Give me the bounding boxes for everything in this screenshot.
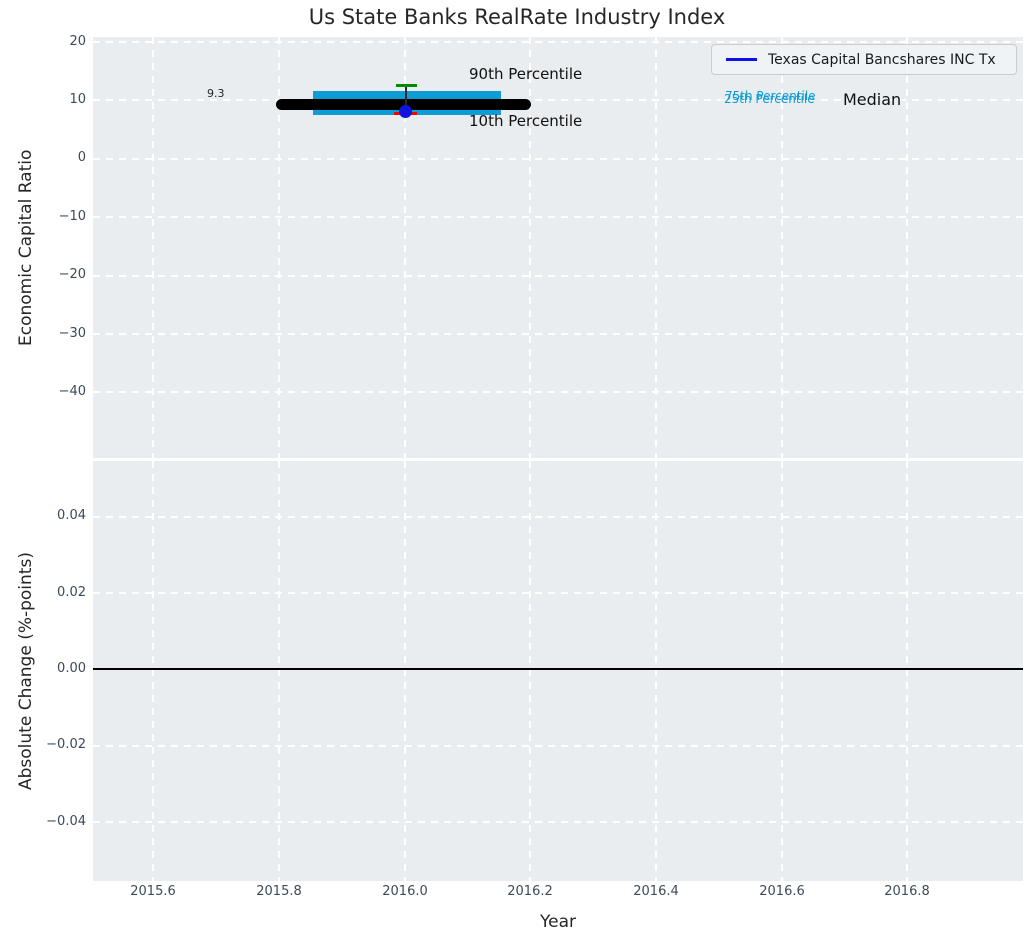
company-point-marker xyxy=(399,105,412,118)
annotation-75th-percentile: 75th Percentile xyxy=(725,89,816,103)
x-tick-label: 2016.4 xyxy=(633,884,679,899)
x-tick-label: 2016.0 xyxy=(382,884,428,899)
whisker-line xyxy=(405,85,407,112)
gridline-vertical xyxy=(906,461,908,881)
annotation-median: Median xyxy=(843,90,902,109)
gridline-horizontal xyxy=(93,592,1023,594)
y-tick-label: −30 xyxy=(58,326,86,341)
gridline-horizontal xyxy=(93,745,1023,747)
zero-reference-line xyxy=(93,668,1023,670)
x-axis-label: Year xyxy=(540,912,576,932)
legend-label: Texas Capital Bancshares INC Tx xyxy=(768,51,996,68)
y-tick-label: 0.04 xyxy=(57,508,86,523)
x-tick-label: 2015.6 xyxy=(130,884,176,899)
annotation-10th-percentile: 10th Percentile xyxy=(469,112,583,130)
gridline-vertical xyxy=(529,37,531,458)
y-tick-label: 20 xyxy=(69,34,86,49)
gridline-horizontal xyxy=(93,391,1023,393)
chart-title: Us State Banks RealRate Industry Index xyxy=(308,5,726,29)
y-tick-label: −20 xyxy=(58,267,86,282)
annotation-90th-percentile: 90th Percentile xyxy=(469,65,583,83)
gridline-vertical xyxy=(529,461,531,881)
legend: Texas Capital Bancshares INC Tx xyxy=(711,44,1017,75)
top-axes: 9.3 90th Percentile 10th Percentile 75th… xyxy=(93,37,1023,458)
y-axis-label-bottom: Absolute Change (%-points) xyxy=(16,552,36,790)
y-tick-label: 0.00 xyxy=(57,661,86,676)
gridline-vertical xyxy=(404,461,406,881)
y-tick-label: 10 xyxy=(69,92,86,107)
bottom-axes xyxy=(93,461,1023,881)
annotation-25th-percentile: 25th Percentile xyxy=(724,92,815,106)
gridline-vertical xyxy=(152,461,154,881)
median-value-label: 9.3 xyxy=(207,87,225,100)
legend-line-sample xyxy=(726,58,757,61)
y-tick-label: −0.04 xyxy=(46,814,86,829)
gridline-vertical xyxy=(278,461,280,881)
gridline-horizontal xyxy=(93,275,1023,277)
gridline-vertical xyxy=(404,37,406,458)
x-tick-label: 2016.6 xyxy=(759,884,805,899)
y-axis-label-top: Economic Capital Ratio xyxy=(16,149,36,346)
y-tick-label: −0.02 xyxy=(46,737,86,752)
gridline-vertical xyxy=(781,37,783,458)
gridline-vertical xyxy=(906,37,908,458)
gridline-horizontal xyxy=(93,216,1023,218)
y-tick-label: −10 xyxy=(58,209,86,224)
gridline-vertical xyxy=(655,37,657,458)
gridline-vertical xyxy=(781,461,783,881)
x-tick-label: 2016.8 xyxy=(884,884,930,899)
x-tick-label: 2015.8 xyxy=(256,884,302,899)
y-tick-label: −40 xyxy=(58,384,86,399)
y-tick-label: 0 xyxy=(77,150,86,165)
gridline-horizontal xyxy=(93,516,1023,518)
median-line xyxy=(276,99,531,110)
gridline-horizontal xyxy=(93,99,1023,101)
x-tick-label: 2016.2 xyxy=(507,884,553,899)
gridline-vertical xyxy=(655,461,657,881)
gridline-horizontal xyxy=(93,821,1023,823)
y-tick-label: 0.02 xyxy=(57,585,86,600)
gridline-horizontal xyxy=(93,158,1023,160)
gridline-vertical xyxy=(152,37,154,458)
gridline-vertical xyxy=(278,37,280,458)
gridline-horizontal xyxy=(93,41,1023,43)
p90-cap-marker xyxy=(396,84,417,87)
gridline-horizontal xyxy=(93,333,1023,335)
